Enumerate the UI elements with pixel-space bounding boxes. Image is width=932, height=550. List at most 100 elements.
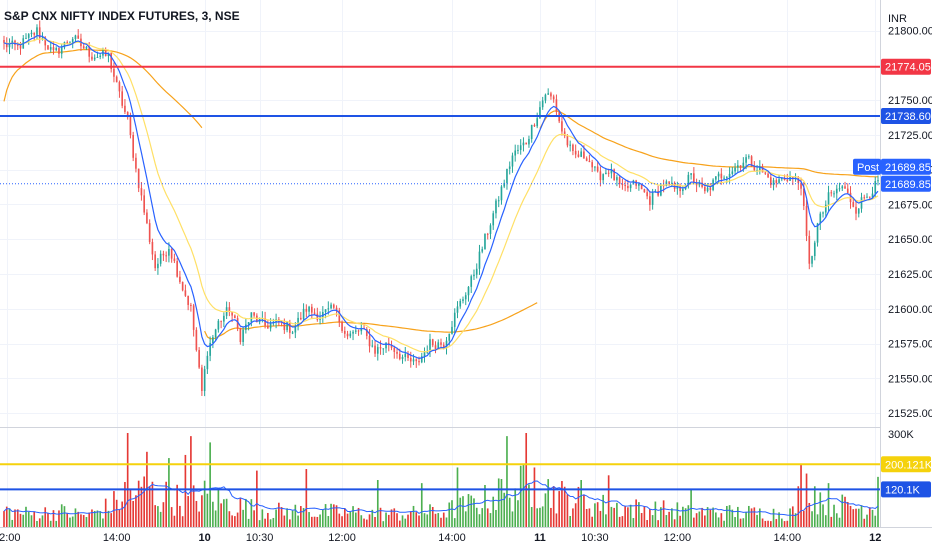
candle-body[interactable] [253,312,255,316]
volume-bar[interactable] [838,517,841,527]
candle-body[interactable] [190,304,192,306]
volume-bar[interactable] [47,513,49,527]
volume-bar[interactable] [327,516,330,527]
candle[interactable] [151,238,154,261]
candle[interactable] [555,94,558,116]
candle-body[interactable] [646,192,648,197]
volume-bar[interactable] [173,515,176,527]
candle-body[interactable] [294,325,297,333]
candle[interactable] [140,182,143,201]
volume-bar[interactable] [519,465,522,527]
volume-bar[interactable] [74,508,77,527]
candle[interactable] [605,168,607,175]
candle-body[interactable] [393,347,396,352]
candle-body[interactable] [750,156,753,167]
candle[interactable] [629,184,632,192]
volume-bar[interactable] [484,485,486,527]
candle-body[interactable] [541,100,544,108]
volume-bar[interactable] [871,509,874,527]
candle[interactable] [429,333,431,357]
volume-bar[interactable] [816,514,819,527]
volume-bar[interactable] [712,507,714,527]
volume-bar[interactable] [486,508,489,527]
candle-body[interactable] [44,37,47,46]
candle-body[interactable] [176,261,178,277]
candle[interactable] [613,168,615,181]
volume-bar[interactable] [629,504,632,527]
volume-bar[interactable] [602,494,604,527]
volume-bar[interactable] [209,442,211,527]
candle[interactable] [220,320,222,329]
volume-bar[interactable] [583,494,585,527]
candle[interactable] [764,171,767,175]
candle-body[interactable] [871,193,874,198]
volume-bar[interactable] [533,467,536,527]
candle[interactable] [671,176,673,188]
volume-bar[interactable] [638,502,640,527]
candle-body[interactable] [110,52,113,69]
candle[interactable] [580,147,582,158]
volume-bar[interactable] [360,515,363,527]
volume-bar[interactable] [731,509,734,527]
candle[interactable] [332,303,335,310]
volume-bar[interactable] [643,506,646,527]
candle[interactable] [866,193,868,199]
candle[interactable] [308,305,310,316]
volume-bar[interactable] [393,508,396,527]
candle-body[interactable] [368,335,371,347]
candle[interactable] [170,248,173,263]
volume-bar[interactable] [308,512,310,527]
candle-body[interactable] [376,347,379,354]
candle-body[interactable] [621,183,624,186]
candle-body[interactable] [855,206,857,214]
volume-bar[interactable] [550,507,552,527]
candle[interactable] [313,308,316,316]
candle-body[interactable] [327,308,330,310]
volume-layer[interactable] [0,433,880,527]
candle[interactable] [162,250,165,262]
volume-bar[interactable] [841,494,844,527]
candle-body[interactable] [849,192,852,203]
candle[interactable] [533,123,536,128]
candle-body[interactable] [585,158,588,161]
candle-body[interactable] [283,321,286,331]
volume-bar[interactable] [646,520,648,527]
candle-body[interactable] [420,356,423,363]
candle-body[interactable] [159,253,162,264]
volume-bar[interactable] [440,517,442,527]
volume-bar[interactable] [335,505,338,527]
candle-body[interactable] [239,328,242,342]
candle-body[interactable] [245,324,247,330]
candle-body[interactable] [643,189,646,193]
volume-bar[interactable] [143,476,145,527]
volume-bar[interactable] [412,505,415,527]
volume-bar[interactable] [448,502,451,527]
candle-body[interactable] [838,188,841,190]
volume-bar[interactable] [181,516,184,527]
candle-body[interactable] [846,188,849,193]
candle-body[interactable] [357,330,360,332]
volume-bar[interactable] [30,515,33,527]
candle-body[interactable] [775,180,778,183]
candle[interactable] [371,339,374,348]
volume-bar[interactable] [212,501,214,527]
volume-bar[interactable] [91,509,93,527]
candle[interactable] [343,326,346,338]
candle[interactable] [168,242,170,263]
volume-bar[interactable] [539,507,541,527]
volume-bar[interactable] [536,508,539,527]
candle-body[interactable] [627,186,629,189]
candle[interactable] [8,38,11,55]
candle-body[interactable] [566,135,569,146]
volume-bar[interactable] [616,502,618,527]
candle-body[interactable] [802,188,805,206]
candle-body[interactable] [440,342,442,345]
volume-bar[interactable] [805,473,808,527]
candle-body[interactable] [154,254,156,269]
candle-body[interactable] [217,320,220,330]
volume-bar[interactable] [16,509,19,527]
candle-body[interactable] [184,290,187,296]
candle[interactable] [223,312,225,328]
volume-bar[interactable] [511,511,514,527]
candle[interactable] [621,178,624,190]
